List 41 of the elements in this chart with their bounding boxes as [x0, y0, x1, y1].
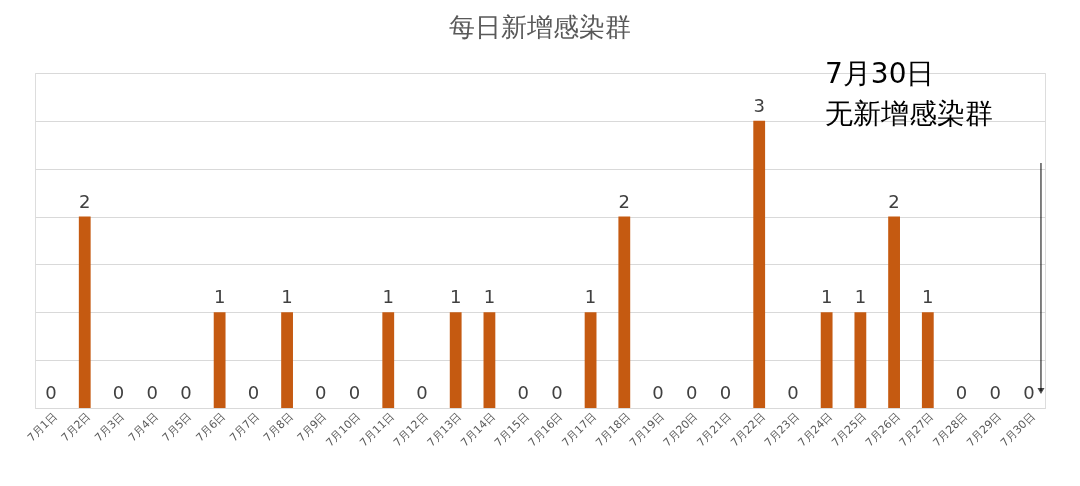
data-label: 3	[753, 94, 765, 116]
data-label: 0	[551, 382, 563, 403]
data-label: 0	[652, 382, 664, 403]
data-label: 1	[820, 286, 833, 308]
data-label: 2	[888, 190, 900, 212]
chart-title: 每日新增感染群	[449, 12, 631, 42]
data-label: 2	[79, 190, 91, 212]
x-tick-label: 7月7日	[227, 409, 262, 445]
data-label: 1	[449, 286, 462, 308]
x-tick-label: 7月1日	[24, 409, 60, 445]
annotation: 无新增感染群	[825, 97, 993, 130]
x-tick-label: 7月6日	[193, 409, 229, 445]
data-label: 1	[483, 286, 496, 308]
x-tick-label: 7月2日	[58, 409, 94, 445]
data-label: 1	[382, 286, 394, 308]
data-label: 1	[281, 286, 293, 308]
data-label: 1	[854, 286, 867, 308]
data-label: 0	[787, 382, 799, 403]
data-label: 0	[686, 382, 698, 403]
x-tick-label: 7月8日	[260, 409, 296, 445]
data-label: 0	[955, 382, 968, 403]
x-tick-label: 7月4日	[126, 409, 161, 445]
data-label: 0	[180, 382, 192, 403]
data-label: 0	[45, 382, 57, 403]
data-label: 0	[348, 382, 361, 403]
data-label: 0	[112, 382, 125, 403]
data-label: 1	[213, 286, 226, 308]
data-label: 0	[719, 382, 732, 403]
data-label: 0	[517, 382, 529, 403]
data-label: 0	[247, 382, 260, 403]
annotation: 7月30日	[825, 57, 935, 90]
data-label: 1	[922, 286, 934, 308]
x-tick-label: 7月3日	[92, 409, 127, 445]
x-tick-label: 7月5日	[159, 409, 195, 445]
data-label: 0	[146, 382, 158, 403]
data-label: 1	[584, 286, 597, 308]
data-label: 0	[1023, 382, 1035, 403]
data-label: 0	[989, 382, 1001, 403]
data-label: 0	[315, 382, 327, 403]
data-label: 0	[416, 382, 428, 403]
data-label: 2	[618, 190, 631, 212]
